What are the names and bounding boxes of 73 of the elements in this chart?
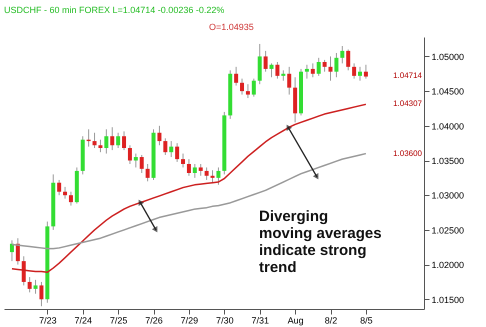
candlestick: [169, 140, 174, 158]
candlestick: [246, 84, 250, 99]
candlestick: [192, 163, 197, 178]
candlestick: [316, 57, 321, 76]
x-tick-label: 7/24: [74, 316, 92, 326]
candlestick: [122, 130, 126, 151]
candlestick: [198, 163, 203, 176]
candlestick: [140, 154, 144, 174]
candlestick: [98, 139, 102, 153]
candlestick: [86, 128, 91, 148]
candlestick: [34, 279, 38, 294]
candlestick: [63, 186, 68, 200]
x-tick-label: 7/31: [251, 316, 269, 326]
candlestick: [57, 179, 62, 196]
candlestick: [204, 166, 209, 180]
candlestick: [68, 191, 73, 206]
x-tick-label: 7/29: [180, 316, 198, 326]
y-tick-label: 1.05000: [432, 52, 464, 62]
candlestick: [322, 59, 327, 72]
candlestick: [186, 158, 191, 176]
x-tick-label: 8/2: [324, 316, 338, 326]
candlestick: [134, 153, 138, 168]
candlestick: [358, 66, 362, 82]
y-tick-label: 1.02000: [432, 260, 464, 270]
annotation: Diverging moving averages indicate strong trend: [259, 208, 382, 276]
candlestick: [110, 126, 114, 151]
candlestick: [240, 78, 244, 96]
candlestick: [216, 166, 220, 186]
candlestick: [281, 70, 286, 82]
candlestick: [275, 61, 280, 80]
x-tick-label: 7/23: [39, 316, 57, 326]
candlestick: [22, 256, 26, 286]
y-tick-label: 1.03000: [432, 190, 464, 201]
x-tick-label: 7/30: [216, 316, 234, 326]
candlestick: [157, 125, 162, 146]
y-tick-label: 1.01500: [432, 294, 464, 305]
candlestick: [181, 153, 186, 168]
x-tick-label: 7/25: [110, 316, 128, 326]
y-tick-label: 1.04000: [432, 121, 464, 132]
candlestick: [92, 132, 97, 149]
candlestick: [116, 132, 120, 149]
x-tick-label: 8/5: [360, 316, 373, 326]
x-tick-label: 7/26: [145, 316, 163, 326]
candlestick: [128, 144, 132, 164]
candlestick: [28, 276, 32, 293]
candlestick: [340, 46, 344, 64]
candlestick: [328, 56, 333, 82]
candlestick: [39, 281, 44, 307]
text: O=1.04935: [209, 22, 254, 32]
candlestick: [310, 62, 315, 78]
candlestick: [270, 62, 274, 78]
candlestick: [352, 62, 356, 80]
candlestick: [287, 66, 292, 96]
y-tick-label: 1.03500: [432, 156, 464, 166]
candlestick: [364, 64, 368, 80]
text: 1.04714: [393, 71, 423, 80]
candlestick: [264, 50, 268, 72]
candlestick: [175, 142, 180, 162]
candlestick: [146, 163, 150, 182]
candlestick: [210, 170, 215, 184]
candlestick: [163, 138, 168, 156]
y-tick-label: 1.04500: [432, 86, 464, 97]
y-tick-label: 1.02500: [432, 225, 464, 236]
candlestick: [104, 128, 108, 154]
candlestick: [252, 78, 256, 98]
candlestick: [234, 66, 238, 86]
text: 1.04307: [393, 99, 423, 108]
chart-title: USDCHF - 60 min FOREX L=1.04714 -0.00236 -0.22%: [4, 5, 224, 15]
candlestick: [304, 64, 309, 80]
candlestick: [334, 52, 338, 78]
candlestick: [346, 48, 350, 71]
x-tick-label: Aug: [288, 316, 304, 326]
text: 1.03600: [393, 149, 423, 158]
